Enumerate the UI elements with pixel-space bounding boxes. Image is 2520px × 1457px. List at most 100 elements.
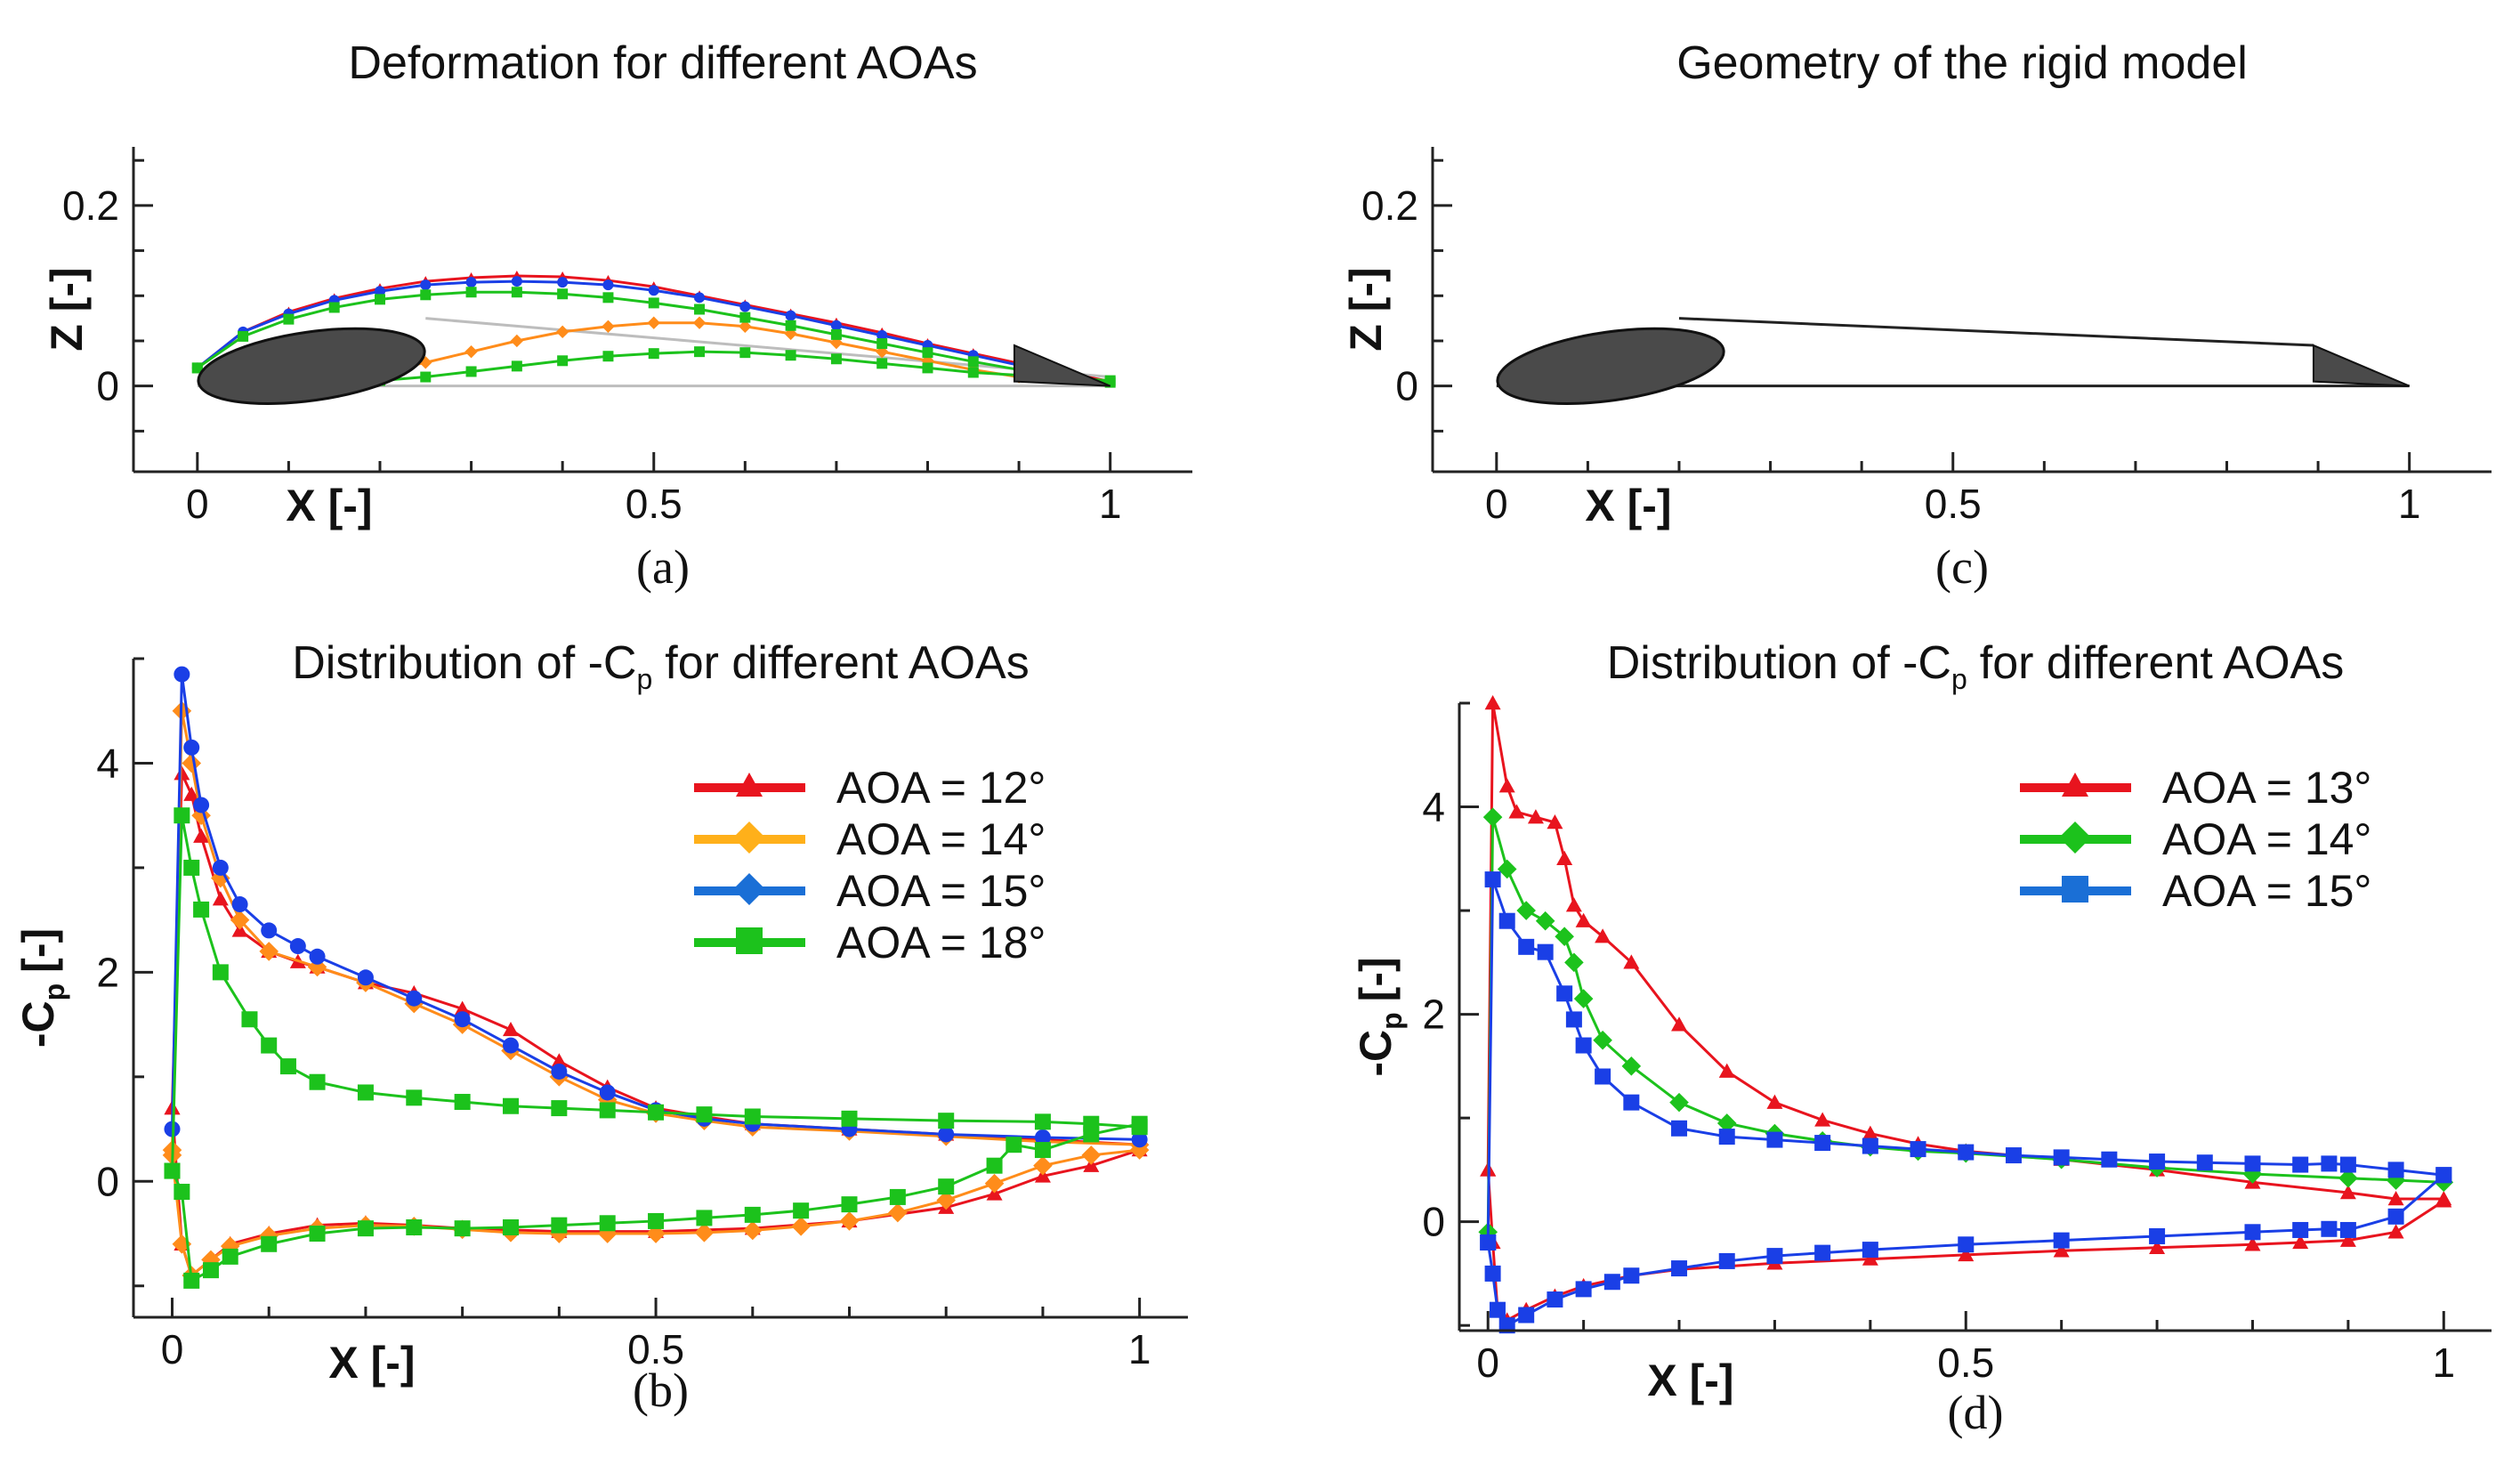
data-point	[602, 320, 615, 333]
data-point	[1766, 1131, 1783, 1148]
legend-label: AOA = 13°	[2162, 763, 2371, 813]
data-point	[2053, 1242, 2070, 1258]
data-point	[841, 1110, 858, 1127]
data-point	[1131, 1131, 1148, 1148]
y-axis-label-sub: p	[1376, 1012, 1408, 1030]
data-point	[922, 347, 933, 359]
data-point	[1623, 1267, 1640, 1284]
data-point	[2321, 1155, 2338, 1172]
data-point	[1497, 859, 1517, 879]
data-point	[1508, 804, 1525, 819]
data-point	[967, 367, 979, 378]
data-point	[1527, 809, 1544, 824]
data-point	[1537, 943, 1554, 960]
data-point	[2339, 1156, 2356, 1173]
data-point	[648, 348, 659, 360]
data-point	[309, 1073, 326, 1090]
legend-label: AOA = 15°	[836, 866, 1046, 916]
chart-title: Distribution of -Cp for different AOAs	[1607, 637, 2345, 695]
data-point	[502, 1218, 519, 1235]
data-point	[454, 1220, 471, 1237]
y-tick-label: 0.2	[1361, 182, 1418, 229]
data-point	[374, 286, 385, 297]
data-point	[830, 328, 842, 340]
data-point	[2149, 1153, 2166, 1170]
data-point	[1484, 1265, 1501, 1282]
data-point	[602, 292, 614, 304]
data-point	[694, 1223, 715, 1242]
data-point	[1862, 1137, 1878, 1154]
series-line	[1486, 878, 2444, 1242]
data-point	[2339, 1185, 2356, 1200]
data-point	[1575, 1281, 1592, 1298]
data-point	[211, 868, 230, 888]
y-tick-label: 0	[96, 363, 119, 409]
legend-marker	[736, 773, 763, 797]
legend-marker	[2059, 822, 2091, 854]
data-point	[193, 901, 210, 918]
data-point	[1034, 1129, 1051, 1145]
data-point	[557, 355, 569, 367]
data-point	[646, 1224, 666, 1243]
y-axis-label-suffix: [-]	[1351, 957, 1401, 1001]
y-tick-label: 0.2	[62, 182, 119, 229]
data-point	[2149, 1227, 2166, 1244]
data-point	[231, 896, 248, 913]
leading-edge-spar	[1496, 327, 1725, 405]
data-point	[599, 1084, 616, 1101]
data-point	[1498, 912, 1515, 929]
data-point	[876, 358, 888, 369]
panel-caption: (d)	[1948, 1386, 2004, 1439]
x-tick-label: 0.5	[627, 1326, 684, 1372]
data-point	[2196, 1154, 2213, 1171]
data-point	[648, 1212, 665, 1229]
data-point	[309, 948, 326, 965]
data-point	[739, 347, 751, 359]
data-point	[1595, 928, 1611, 943]
data-point	[1575, 912, 1592, 927]
chart-title-main: Deformation for different AOAs	[348, 37, 977, 89]
y-tick-label: 4	[1422, 784, 1445, 830]
x-tick-label: 0	[1476, 1340, 1499, 1386]
data-point	[289, 938, 306, 955]
panel-a: Deformation for different AOAs 0 0.5 1 0 0.2 X…	[42, 37, 1192, 594]
data-point	[2244, 1224, 2261, 1241]
data-point	[510, 334, 524, 348]
data-point	[261, 1037, 278, 1054]
data-point	[551, 1063, 568, 1080]
data-point	[1083, 1126, 1100, 1143]
data-point	[889, 1188, 906, 1205]
data-point	[2053, 1232, 2070, 1249]
data-point	[174, 765, 190, 781]
x-tick-label: 0	[1485, 481, 1508, 527]
data-point	[785, 320, 796, 331]
data-point	[164, 1162, 181, 1179]
data-point	[1958, 1144, 1975, 1161]
data-point	[793, 1202, 810, 1219]
data-point	[406, 1089, 423, 1106]
y-axis-label-main: Z [-]	[42, 267, 92, 351]
data-point	[555, 325, 569, 339]
data-point	[739, 301, 751, 312]
chart-title-main: Distribution of -C	[292, 637, 636, 689]
x-tick-label: 1	[1099, 481, 1122, 527]
panel-c: Geometry of the rigid model 0 0.5 1 0 0.2 X [-…	[1341, 37, 2492, 594]
y-tick-label: 2	[96, 949, 119, 995]
data-point	[922, 362, 933, 374]
x-axis-label: X [-]	[286, 481, 372, 530]
y-tick-label: 4	[96, 740, 119, 786]
data-point	[1482, 807, 1503, 827]
data-point	[511, 360, 522, 372]
data-point	[464, 344, 478, 359]
data-point	[1006, 1137, 1022, 1153]
data-point	[183, 1272, 200, 1289]
data-point	[549, 1224, 569, 1243]
chart-title-sub: p	[636, 663, 652, 695]
data-point	[182, 753, 202, 773]
data-point	[183, 786, 200, 801]
data-point	[1131, 1115, 1148, 1132]
